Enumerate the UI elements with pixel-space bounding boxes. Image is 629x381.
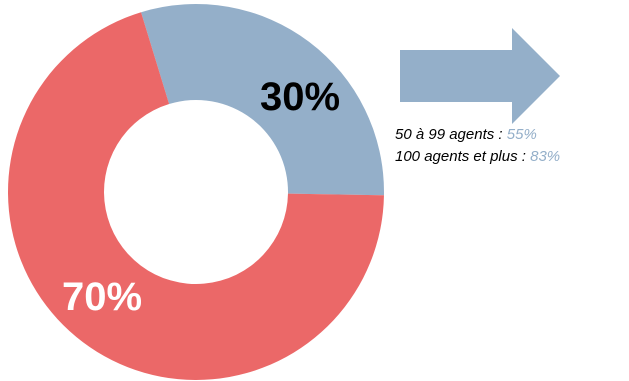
donut-slice-70	[7, 12, 384, 380]
callout-text: 50 à 99 agents : 55% 100 agents et plus …	[395, 124, 560, 168]
stat-line-label: 50 à 99 agents :	[395, 126, 507, 143]
stat-line-100-plus: 100 agents et plus : 83%	[395, 146, 560, 168]
slice-label-70: 70%	[62, 275, 142, 319]
stat-line-label: 100 agents et plus :	[395, 148, 531, 165]
slice-label-30: 30%	[260, 75, 340, 119]
right-arrow-icon	[400, 28, 560, 124]
stat-line-50-99: 50 à 99 agents : 55%	[395, 124, 560, 146]
donut-slice-30	[141, 3, 384, 196]
stat-line-value: 83%	[530, 148, 561, 165]
stat-line-value: 55%	[506, 126, 537, 143]
